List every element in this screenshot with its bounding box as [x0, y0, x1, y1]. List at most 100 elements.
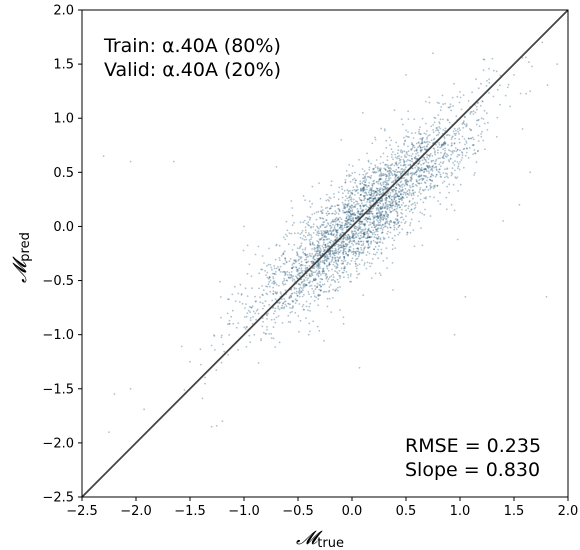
data-point	[292, 275, 295, 277]
data-point	[461, 123, 464, 125]
data-point	[231, 309, 234, 312]
data-point	[380, 214, 382, 217]
data-point	[419, 192, 422, 195]
data-point	[295, 287, 298, 290]
data-point	[240, 293, 243, 295]
data-point	[354, 254, 357, 257]
data-point	[397, 220, 400, 223]
data-point	[346, 236, 349, 239]
data-point	[402, 197, 405, 199]
data-point	[408, 159, 411, 162]
data-point	[308, 305, 311, 308]
data-point	[343, 224, 346, 227]
data-point	[359, 207, 362, 210]
data-point	[371, 222, 374, 225]
data-point	[329, 230, 331, 233]
data-point	[329, 284, 332, 286]
data-point	[434, 151, 436, 154]
data-point	[326, 245, 328, 248]
data-point	[300, 242, 303, 245]
data-point	[272, 280, 275, 283]
data-point	[415, 179, 418, 181]
data-point	[368, 197, 371, 200]
data-point	[394, 193, 396, 196]
data-point	[357, 273, 359, 276]
data-point	[301, 281, 303, 283]
data-point	[377, 211, 380, 214]
data-point	[362, 294, 365, 297]
data-point	[266, 328, 268, 331]
data-point	[373, 217, 376, 219]
x-tick-label: −1.0	[228, 504, 260, 519]
data-point	[352, 244, 355, 246]
data-point	[308, 252, 311, 255]
data-point	[481, 130, 483, 133]
data-point	[472, 138, 475, 141]
data-point	[393, 224, 395, 227]
data-point	[414, 206, 417, 209]
data-point	[388, 177, 390, 180]
data-point	[307, 281, 310, 284]
data-point	[349, 194, 352, 197]
data-point	[351, 172, 354, 175]
data-point	[341, 231, 344, 234]
data-point	[397, 176, 399, 179]
data-point	[299, 245, 302, 248]
data-point	[381, 223, 384, 226]
data-point	[363, 177, 365, 180]
data-point	[252, 316, 255, 318]
data-point	[376, 181, 379, 183]
data-point	[304, 247, 307, 249]
data-point	[378, 167, 381, 170]
data-point	[373, 197, 375, 200]
data-point	[394, 162, 397, 165]
data-point	[347, 204, 350, 206]
data-point	[447, 176, 449, 179]
data-point	[369, 200, 371, 202]
data-point	[348, 246, 351, 249]
data-point	[172, 160, 175, 163]
data-point	[319, 281, 322, 283]
data-point	[314, 278, 317, 281]
data-point	[418, 179, 421, 182]
data-point	[391, 174, 394, 177]
data-point	[254, 253, 257, 256]
data-point	[332, 252, 334, 255]
data-point	[349, 275, 352, 277]
data-point	[434, 150, 436, 153]
data-point	[269, 290, 272, 293]
data-point	[368, 201, 371, 204]
data-point	[415, 170, 418, 173]
data-point	[363, 262, 366, 264]
data-point	[303, 283, 306, 285]
data-point	[220, 336, 223, 339]
data-point	[265, 292, 268, 295]
data-point	[355, 200, 357, 203]
data-point	[291, 301, 294, 303]
data-point	[309, 242, 312, 245]
data-point	[352, 248, 355, 250]
data-point	[348, 202, 350, 205]
data-point	[366, 246, 369, 249]
data-point	[321, 232, 323, 234]
data-point	[431, 166, 434, 168]
data-point	[400, 189, 402, 192]
data-point	[284, 238, 287, 241]
data-point	[342, 209, 344, 212]
data-point	[360, 213, 362, 216]
data-point	[256, 308, 259, 311]
data-point	[268, 276, 271, 279]
data-point	[415, 157, 417, 160]
data-point	[307, 277, 309, 280]
data-point	[325, 219, 328, 222]
data-point	[418, 144, 421, 147]
data-point	[376, 189, 379, 192]
data-point	[472, 143, 475, 146]
data-point	[264, 269, 266, 272]
data-point	[556, 63, 559, 65]
data-point	[404, 140, 406, 143]
data-point	[307, 255, 309, 258]
data-point	[421, 140, 423, 143]
data-point	[398, 191, 400, 194]
data-point	[359, 180, 362, 183]
